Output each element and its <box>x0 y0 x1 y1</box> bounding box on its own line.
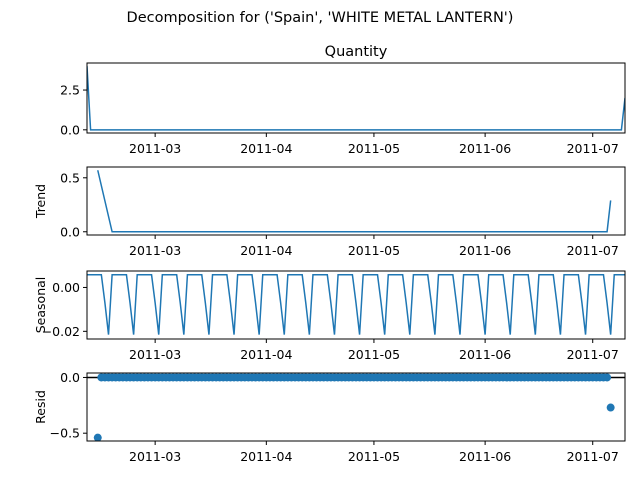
x-tick-label: 2011-03 <box>129 347 181 362</box>
axes-frame <box>86 62 626 134</box>
y-tick-label: 0.0 <box>60 370 80 385</box>
x-tick-label: 2011-03 <box>129 243 181 258</box>
x-tick-label: 2011-05 <box>348 141 400 156</box>
x-tick-label: 2011-03 <box>129 449 181 464</box>
y-tick-label: 0.0 <box>60 224 80 239</box>
x-tick-label: 2011-07 <box>567 347 619 362</box>
trend-series-line <box>97 170 612 233</box>
x-tick-label: 2011-04 <box>240 347 292 362</box>
panel-seasonal: 0.00 −0.02 2011-03 2011-04 2011-05 2011-06 201… <box>33 270 626 362</box>
panel-resid: 0.0 −0.5 2011-03 2011-04 2011-05 2011-06 2011-… <box>33 370 626 464</box>
x-tick-label: 2011-04 <box>240 141 292 156</box>
plot-area <box>97 170 612 233</box>
seasonal-series-line <box>87 273 625 335</box>
axes-frame <box>86 166 626 236</box>
x-tick-label: 2011-06 <box>459 243 511 258</box>
x-tick-label: 2011-03 <box>129 141 181 156</box>
x-tick-label: 2011-06 <box>459 449 511 464</box>
x-tick-label: 2011-05 <box>348 449 400 464</box>
figure-suptitle: Decomposition for ('Spain', 'WHITE METAL… <box>127 10 514 26</box>
plot-area <box>87 273 625 335</box>
y-axis-label: Resid <box>33 390 48 424</box>
axes-frame <box>86 372 626 442</box>
x-tick-label: 2011-04 <box>240 449 292 464</box>
axes-frame <box>86 270 626 340</box>
resid-outlier-point <box>93 433 102 441</box>
y-tick-label: −0.5 <box>50 426 80 441</box>
x-tick-label: 2011-04 <box>240 243 292 258</box>
y-tick-label: 0.5 <box>60 170 80 185</box>
panel-trend: 0.0 0.5 2011-03 2011-04 2011-05 2011-06 2011-0… <box>33 166 626 258</box>
x-tick-label: 2011-07 <box>567 141 619 156</box>
x-tick-label: 2011-06 <box>459 141 511 156</box>
y-tick-label: 0.00 <box>52 280 80 295</box>
plot-area <box>87 373 625 441</box>
x-tick-label: 2011-07 <box>567 449 619 464</box>
resid-outlier-point <box>606 403 615 412</box>
y-axis-label: Trend <box>33 184 48 219</box>
y-axis-label: Seasonal <box>33 277 48 334</box>
resid-point <box>603 373 612 382</box>
y-tick-label: 2.5 <box>60 83 80 98</box>
y-tick-label: −0.02 <box>42 324 80 339</box>
panel-observed: 0.0 2.5 2011-03 2011-04 2011-05 2011-06 2011-0… <box>60 44 626 156</box>
x-tick-label: 2011-05 <box>348 347 400 362</box>
panel-title: Quantity <box>325 44 388 60</box>
x-tick-label: 2011-05 <box>348 243 400 258</box>
plot-area <box>87 66 625 131</box>
x-tick-label: 2011-06 <box>459 347 511 362</box>
y-tick-label: 0.0 <box>60 122 80 137</box>
x-tick-label: 2011-07 <box>567 243 619 258</box>
observed-series-line <box>87 66 625 131</box>
